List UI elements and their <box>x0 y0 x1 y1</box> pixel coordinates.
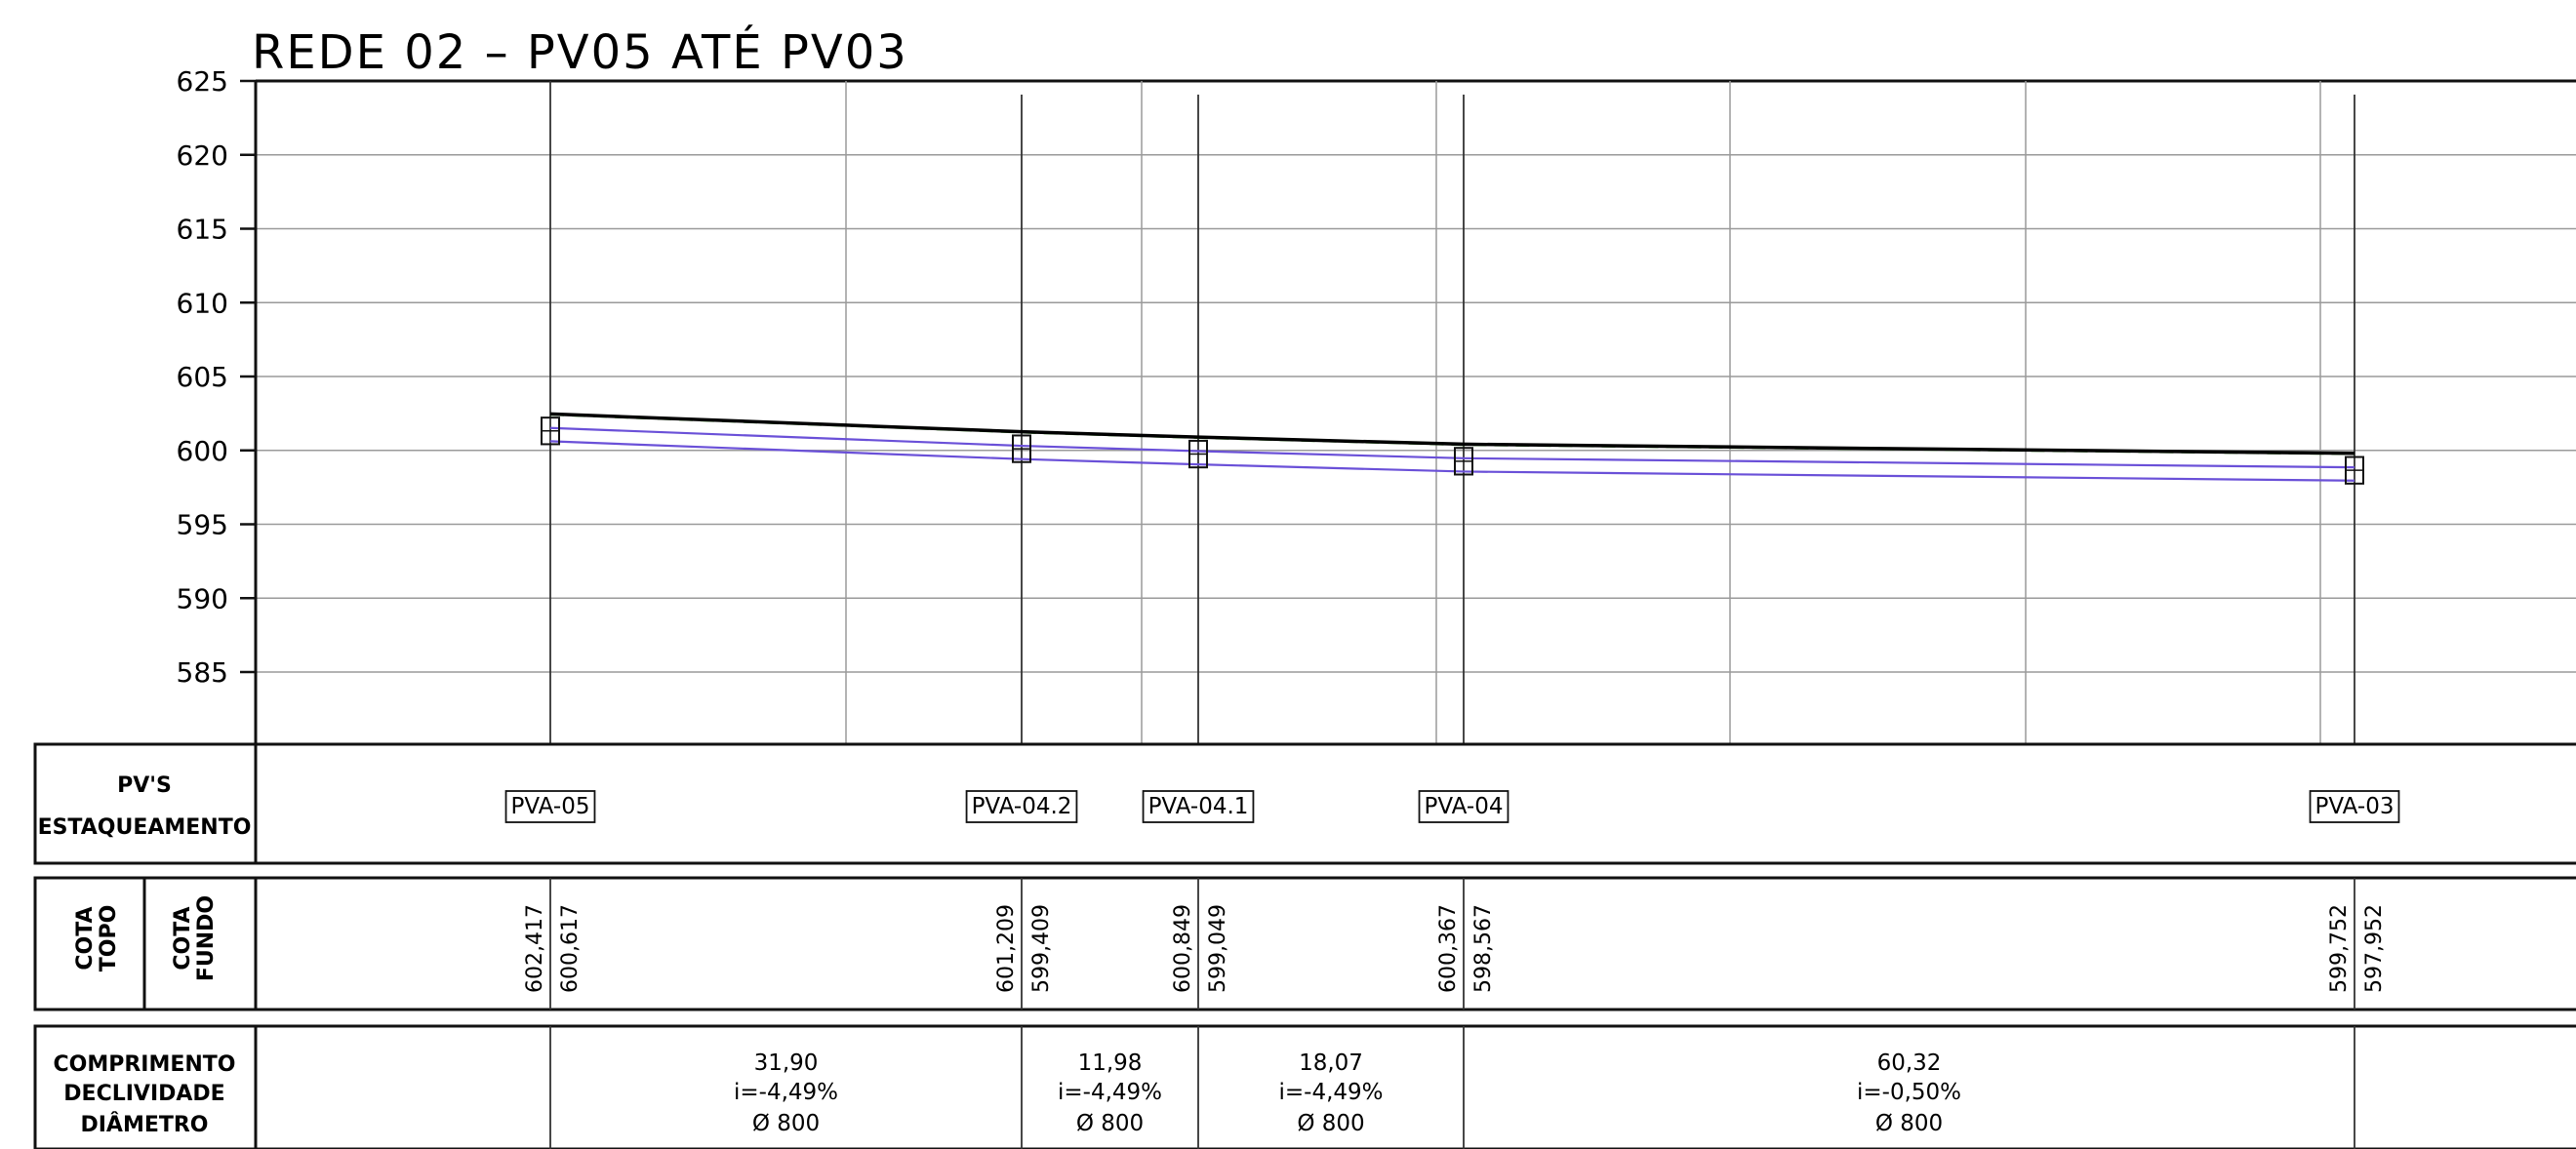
table-row-frame <box>33 876 2576 1011</box>
cota-fundo-value: 600,617 <box>558 904 583 993</box>
row-header-estaqueamento: ESTAQUEAMENTO <box>38 815 252 840</box>
pipe-invert-line <box>549 440 2355 482</box>
pv-label: PVA-04.2 <box>972 794 1072 819</box>
y-tick-label: 625 <box>177 65 228 98</box>
cota-topo-value: 601,209 <box>994 904 1019 993</box>
segment-declividade: i=-0,50% <box>1857 1080 1961 1105</box>
row-header-diametro: DIÂMETRO <box>80 1112 208 1137</box>
segment-comprimento: 60,32 <box>1877 1050 1942 1076</box>
svg-text:FUNDO: FUNDO <box>194 895 219 981</box>
table-row-frame <box>33 1024 2576 1149</box>
terrain-line <box>549 412 2355 456</box>
y-tick-label: 610 <box>177 287 228 319</box>
cota-topo-value: 600,849 <box>1171 904 1195 993</box>
terrain-existing-line <box>549 414 2355 456</box>
segment-declividade: i=-4,49% <box>1278 1080 1383 1105</box>
segment-diametro: Ø 800 <box>1076 1111 1144 1136</box>
y-tick-label: 585 <box>177 656 228 689</box>
pv-label-box <box>1142 790 1255 823</box>
segment-declividade: i=-4,49% <box>734 1080 838 1105</box>
row-header-cota-fundo: COTA FUNDO <box>171 895 219 981</box>
pv-label: PVA-04 <box>1425 794 1504 819</box>
cota-fundo-value: 599,409 <box>1029 904 1054 993</box>
svg-text:COTA: COTA <box>73 906 98 970</box>
segment-comprimento: 31,90 <box>754 1050 819 1076</box>
y-tick-label: 595 <box>177 509 228 541</box>
y-tick-label: 600 <box>177 435 228 467</box>
cota-topo-value: 599,752 <box>2327 904 2352 993</box>
segment-declividade: i=-4,49% <box>1058 1080 1162 1105</box>
y-tick-label: 605 <box>177 361 228 393</box>
segment-diametro: Ø 800 <box>752 1111 820 1136</box>
row-header-pvs: PV'S <box>117 773 172 798</box>
row-header-declividade: DECLIVIDADE <box>63 1082 224 1106</box>
pipe-crown-line <box>549 426 2355 469</box>
segment-diametro: Ø 800 <box>1297 1111 1364 1136</box>
cota-topo-value: 600,367 <box>1436 904 1461 993</box>
cota-fundo-value: 598,567 <box>1471 904 1496 993</box>
table-row-frame <box>33 742 2576 865</box>
pv-label: PVA-03 <box>2315 794 2395 819</box>
segment-diametro: Ø 800 <box>1875 1111 1943 1136</box>
svg-text:COTA: COTA <box>171 906 195 970</box>
svg-text:TOPO: TOPO <box>97 905 121 972</box>
y-tick-label: 590 <box>177 582 228 614</box>
y-axis: 625 620 615 610 605 600 595 590 585 <box>177 65 258 745</box>
row-header-comprimento: COMPRIMENTO <box>53 1052 235 1077</box>
y-tick-label: 615 <box>177 214 228 246</box>
grid <box>256 79 2576 745</box>
pv-label: PVA-05 <box>511 794 590 819</box>
cota-topo-value: 602,417 <box>523 904 547 993</box>
pv-label-box <box>1418 790 1509 823</box>
profile-lines <box>541 412 2364 485</box>
row-header-cota-topo: COTA TOPO <box>73 905 121 972</box>
pv-label-box <box>2309 790 2400 823</box>
y-tick-label: 620 <box>177 139 228 172</box>
segment-comprimento: 11,98 <box>1078 1050 1143 1076</box>
cota-fundo-value: 599,049 <box>1206 904 1230 993</box>
data-table: PV'S ESTAQUEAMENTO COTA TOPO COTA FUNDO … <box>33 742 2576 1149</box>
segment-comprimento: 18,07 <box>1299 1050 1363 1076</box>
chart-title: REDE 02 – PV05 ATÉ PV03 <box>252 24 908 80</box>
pv-label: PVA-04.1 <box>1148 794 1249 819</box>
pv-label-box <box>965 790 1078 823</box>
pv-label-box <box>504 790 596 823</box>
cota-fundo-value: 597,952 <box>2362 904 2387 993</box>
